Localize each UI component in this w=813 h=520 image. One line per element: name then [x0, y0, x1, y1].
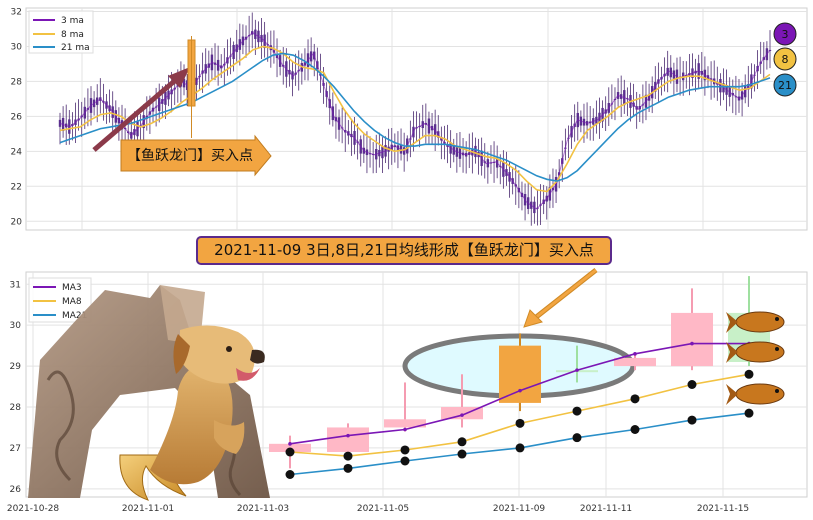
bottom-x-tick: 2021-11-09 [493, 504, 546, 514]
buy-point-callout: 【鱼跃龙门】买入点 [120, 134, 272, 177]
bottom-dot-ma21 [457, 449, 467, 459]
buy-point-arrow [92, 36, 196, 152]
bottom-x-tick: 2021-11-03 [237, 504, 289, 514]
badge-8-label: 8 [782, 53, 789, 66]
koi-fish-3 [726, 383, 785, 405]
badge-3-label: 3 [782, 28, 789, 41]
bottom-dot-ma8 [400, 445, 410, 455]
bottom-x-tick: 2021-11-01 [122, 504, 174, 514]
breakout-pointer-arrow [523, 268, 598, 328]
legend-label-3ma: 3 ma [61, 16, 84, 26]
bottom-dot-ma3 [518, 388, 522, 393]
top-line-21ma [59, 52, 771, 182]
legend-label-8ma: 8 ma [61, 30, 84, 40]
bottom-dot-ma21 [343, 463, 353, 473]
badge-8-circle [773, 47, 797, 71]
bottom-dot-ma8 [343, 451, 353, 461]
top-y-tick: 28 [11, 77, 23, 87]
bottom-dot-ma21 [285, 470, 295, 479]
bottom-y-tick: 28 [10, 403, 22, 413]
bottom-legend: MA3 MA8 MA21 [28, 277, 92, 323]
top-candle-body [58, 119, 62, 127]
top-y-tick: 24 [11, 147, 23, 157]
bottom-x-tick: 2021-11-15 [697, 504, 749, 514]
bottom-dot-ma3 [346, 433, 350, 438]
dog-illustration [119, 325, 265, 501]
legend-label-ma3: MA3 [62, 283, 82, 293]
bottom-candle-body [614, 357, 656, 367]
bottom-candle-body [327, 427, 369, 452]
bottom-y-tick: 27 [10, 444, 21, 454]
koi-fish-illustrations [726, 311, 785, 405]
bottom-y-tick: 31 [10, 280, 21, 290]
bottom-dot-ma21 [687, 415, 697, 425]
bottom-dot-ma3 [403, 427, 407, 432]
bottom-dot-ma8 [572, 406, 582, 416]
bottom-dot-ma3 [460, 413, 464, 417]
badge-21-circle [773, 73, 797, 97]
bottom-x-tick-labels: 2021-10-28 2021-11-01 2021-11-03 2021-11-05… [7, 504, 749, 514]
bottom-y-tick: 26 [10, 485, 22, 495]
bottom-dot-ma3 [575, 368, 579, 372]
top-chart-panel: 20 22 24 26 28 30 32 【鱼跃龙门】买入点 3 ma 8 ma 21 ma… [11, 7, 808, 231]
bottom-chart-panel: 26 27 28 29 30 31 2021-10-28 2021-11-01 2021-11… [7, 268, 808, 514]
top-y-tick-labels: 20 22 24 26 28 30 32 [11, 7, 23, 227]
top-line-8ma [59, 45, 771, 193]
breakout-candle [499, 345, 541, 403]
bottom-dot-ma3 [690, 341, 694, 346]
bottom-dot-ma21 [400, 456, 410, 466]
chart-title-banner: 2021-11-09 3日,8日,21日均线形成【鱼跃龙门】买入点 [196, 236, 612, 265]
koi-fish-2 [726, 341, 785, 363]
bottom-dot-ma8 [457, 437, 467, 447]
bottom-x-tick: 2021-10-28 [7, 504, 60, 514]
legend-label-ma8: MA8 [62, 297, 82, 307]
bottom-dot-ma21 [630, 425, 640, 434]
bottom-dot-ma21 [572, 433, 582, 443]
bottom-x-tick: 2021-11-11 [580, 504, 632, 514]
legend-label-21ma: 21 ma [61, 43, 90, 53]
bottom-dot-ma8 [285, 447, 295, 457]
top-y-tick: 32 [11, 7, 22, 17]
bottom-dot-ma8 [630, 394, 640, 404]
bottom-dot-ma8 [744, 369, 754, 379]
bottom-y-tick-labels: 26 27 28 29 30 31 [10, 280, 22, 495]
bottom-x-tick: 2021-11-05 [357, 504, 409, 514]
badge-21-label: 21 [778, 79, 792, 92]
legend-label-ma21: MA21 [62, 311, 87, 321]
bottom-y-tick: 30 [10, 321, 22, 331]
bottom-dot-ma3 [633, 352, 637, 356]
buy-point-callout-text: 【鱼跃龙门】买入点 [127, 147, 253, 164]
bottom-ma-dots [285, 341, 754, 479]
top-y-tick: 20 [11, 217, 23, 227]
bottom-candle-body [384, 419, 426, 428]
ma-badges: 3 8 21 [773, 22, 797, 97]
bottom-dot-ma21 [744, 408, 754, 418]
top-y-tick: 26 [11, 112, 23, 122]
bottom-candle-body [671, 312, 713, 367]
top-legend: 3 ma 8 ma 21 ma [28, 10, 94, 54]
top-y-tick: 22 [11, 182, 22, 192]
koi-fish-1 [726, 311, 785, 333]
bottom-y-tick: 29 [10, 362, 22, 372]
bottom-dot-ma21 [515, 443, 525, 453]
bottom-dot-ma3 [288, 442, 292, 446]
badge-3-circle [773, 22, 797, 46]
bottom-dot-ma8 [687, 380, 697, 389]
bottom-dot-ma8 [515, 418, 525, 428]
top-y-tick: 30 [11, 42, 23, 52]
